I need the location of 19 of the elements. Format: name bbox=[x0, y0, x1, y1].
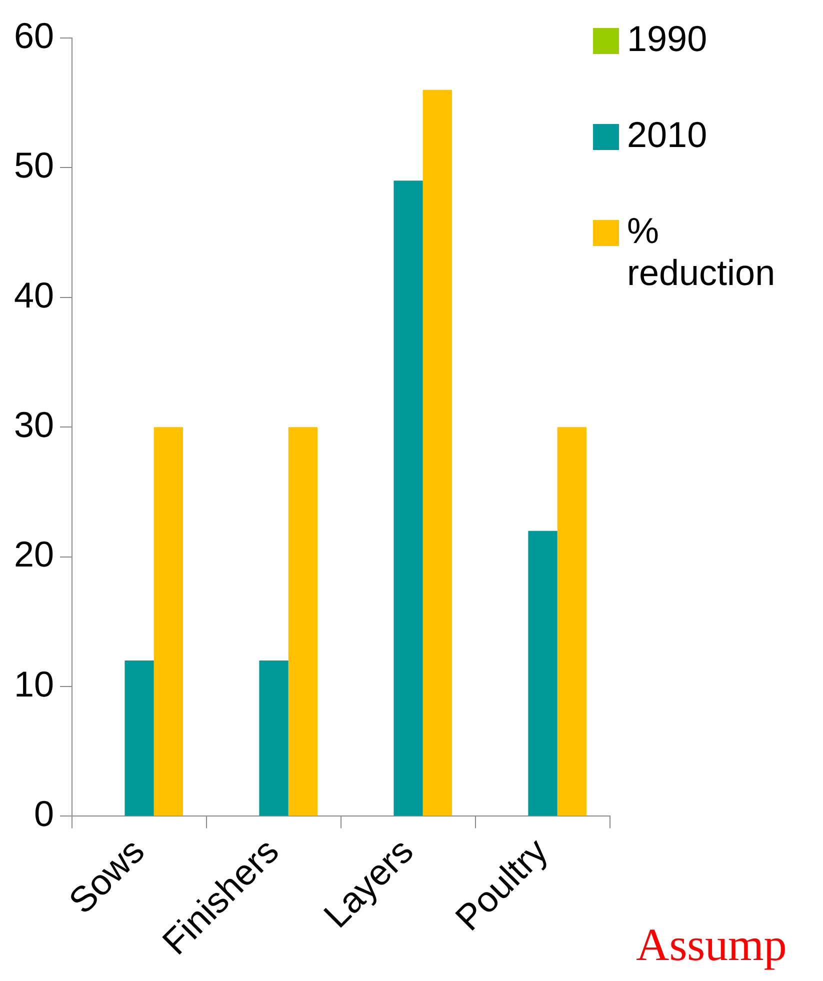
bar bbox=[124, 660, 154, 816]
bar bbox=[557, 427, 586, 816]
legend-label: 1990 bbox=[627, 18, 708, 60]
bar bbox=[259, 660, 288, 816]
y-tick-label: 50 bbox=[14, 144, 54, 186]
bar bbox=[422, 90, 452, 816]
y-tick-label: 20 bbox=[14, 534, 54, 575]
legend-label: 2010 bbox=[627, 114, 708, 156]
text: Assump bbox=[636, 918, 787, 971]
y-tick-label: 40 bbox=[14, 274, 54, 316]
y-tick-label: 0 bbox=[34, 793, 54, 834]
y-tick-label: 10 bbox=[14, 663, 54, 704]
bar bbox=[154, 427, 183, 816]
bar bbox=[528, 530, 558, 816]
bar bbox=[394, 180, 423, 816]
legend-label: % reduction bbox=[627, 210, 776, 294]
y-tick-label: 30 bbox=[14, 404, 54, 446]
y-tick-label: 60 bbox=[14, 14, 54, 56]
bar bbox=[288, 427, 318, 816]
